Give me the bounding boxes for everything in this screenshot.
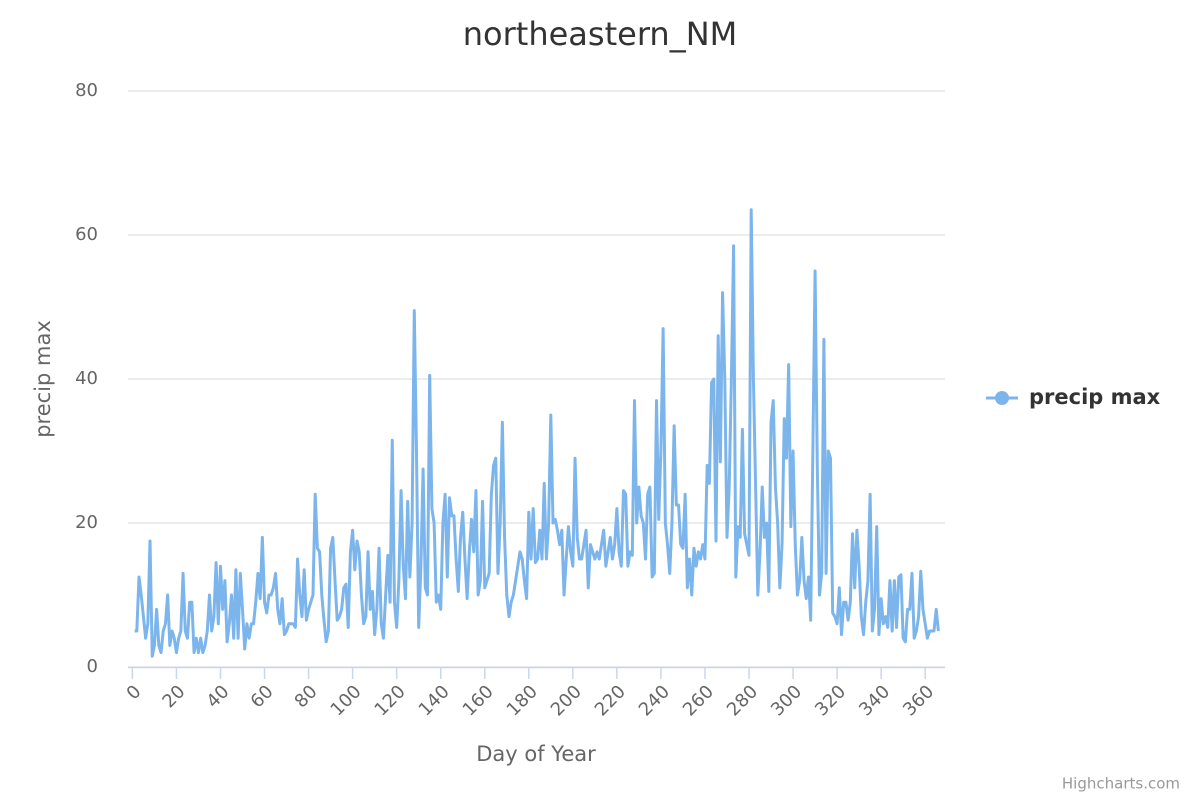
legend-symbol — [995, 391, 1009, 405]
y-tick-label: 20 — [75, 512, 98, 533]
legend-label: precip max — [1029, 385, 1161, 409]
credits: Highcharts.com — [1062, 775, 1180, 793]
x-axis-label: Day of Year — [476, 742, 596, 766]
y-tick-label: 60 — [75, 224, 98, 245]
chart-title: northeastern_NM — [463, 15, 737, 53]
y-axis-label: precip max — [31, 320, 55, 438]
y-tick-label: 0 — [87, 656, 98, 677]
y-tick-label: 80 — [75, 80, 98, 101]
data-line — [134, 208, 940, 658]
y-tick-label: 40 — [75, 368, 98, 389]
